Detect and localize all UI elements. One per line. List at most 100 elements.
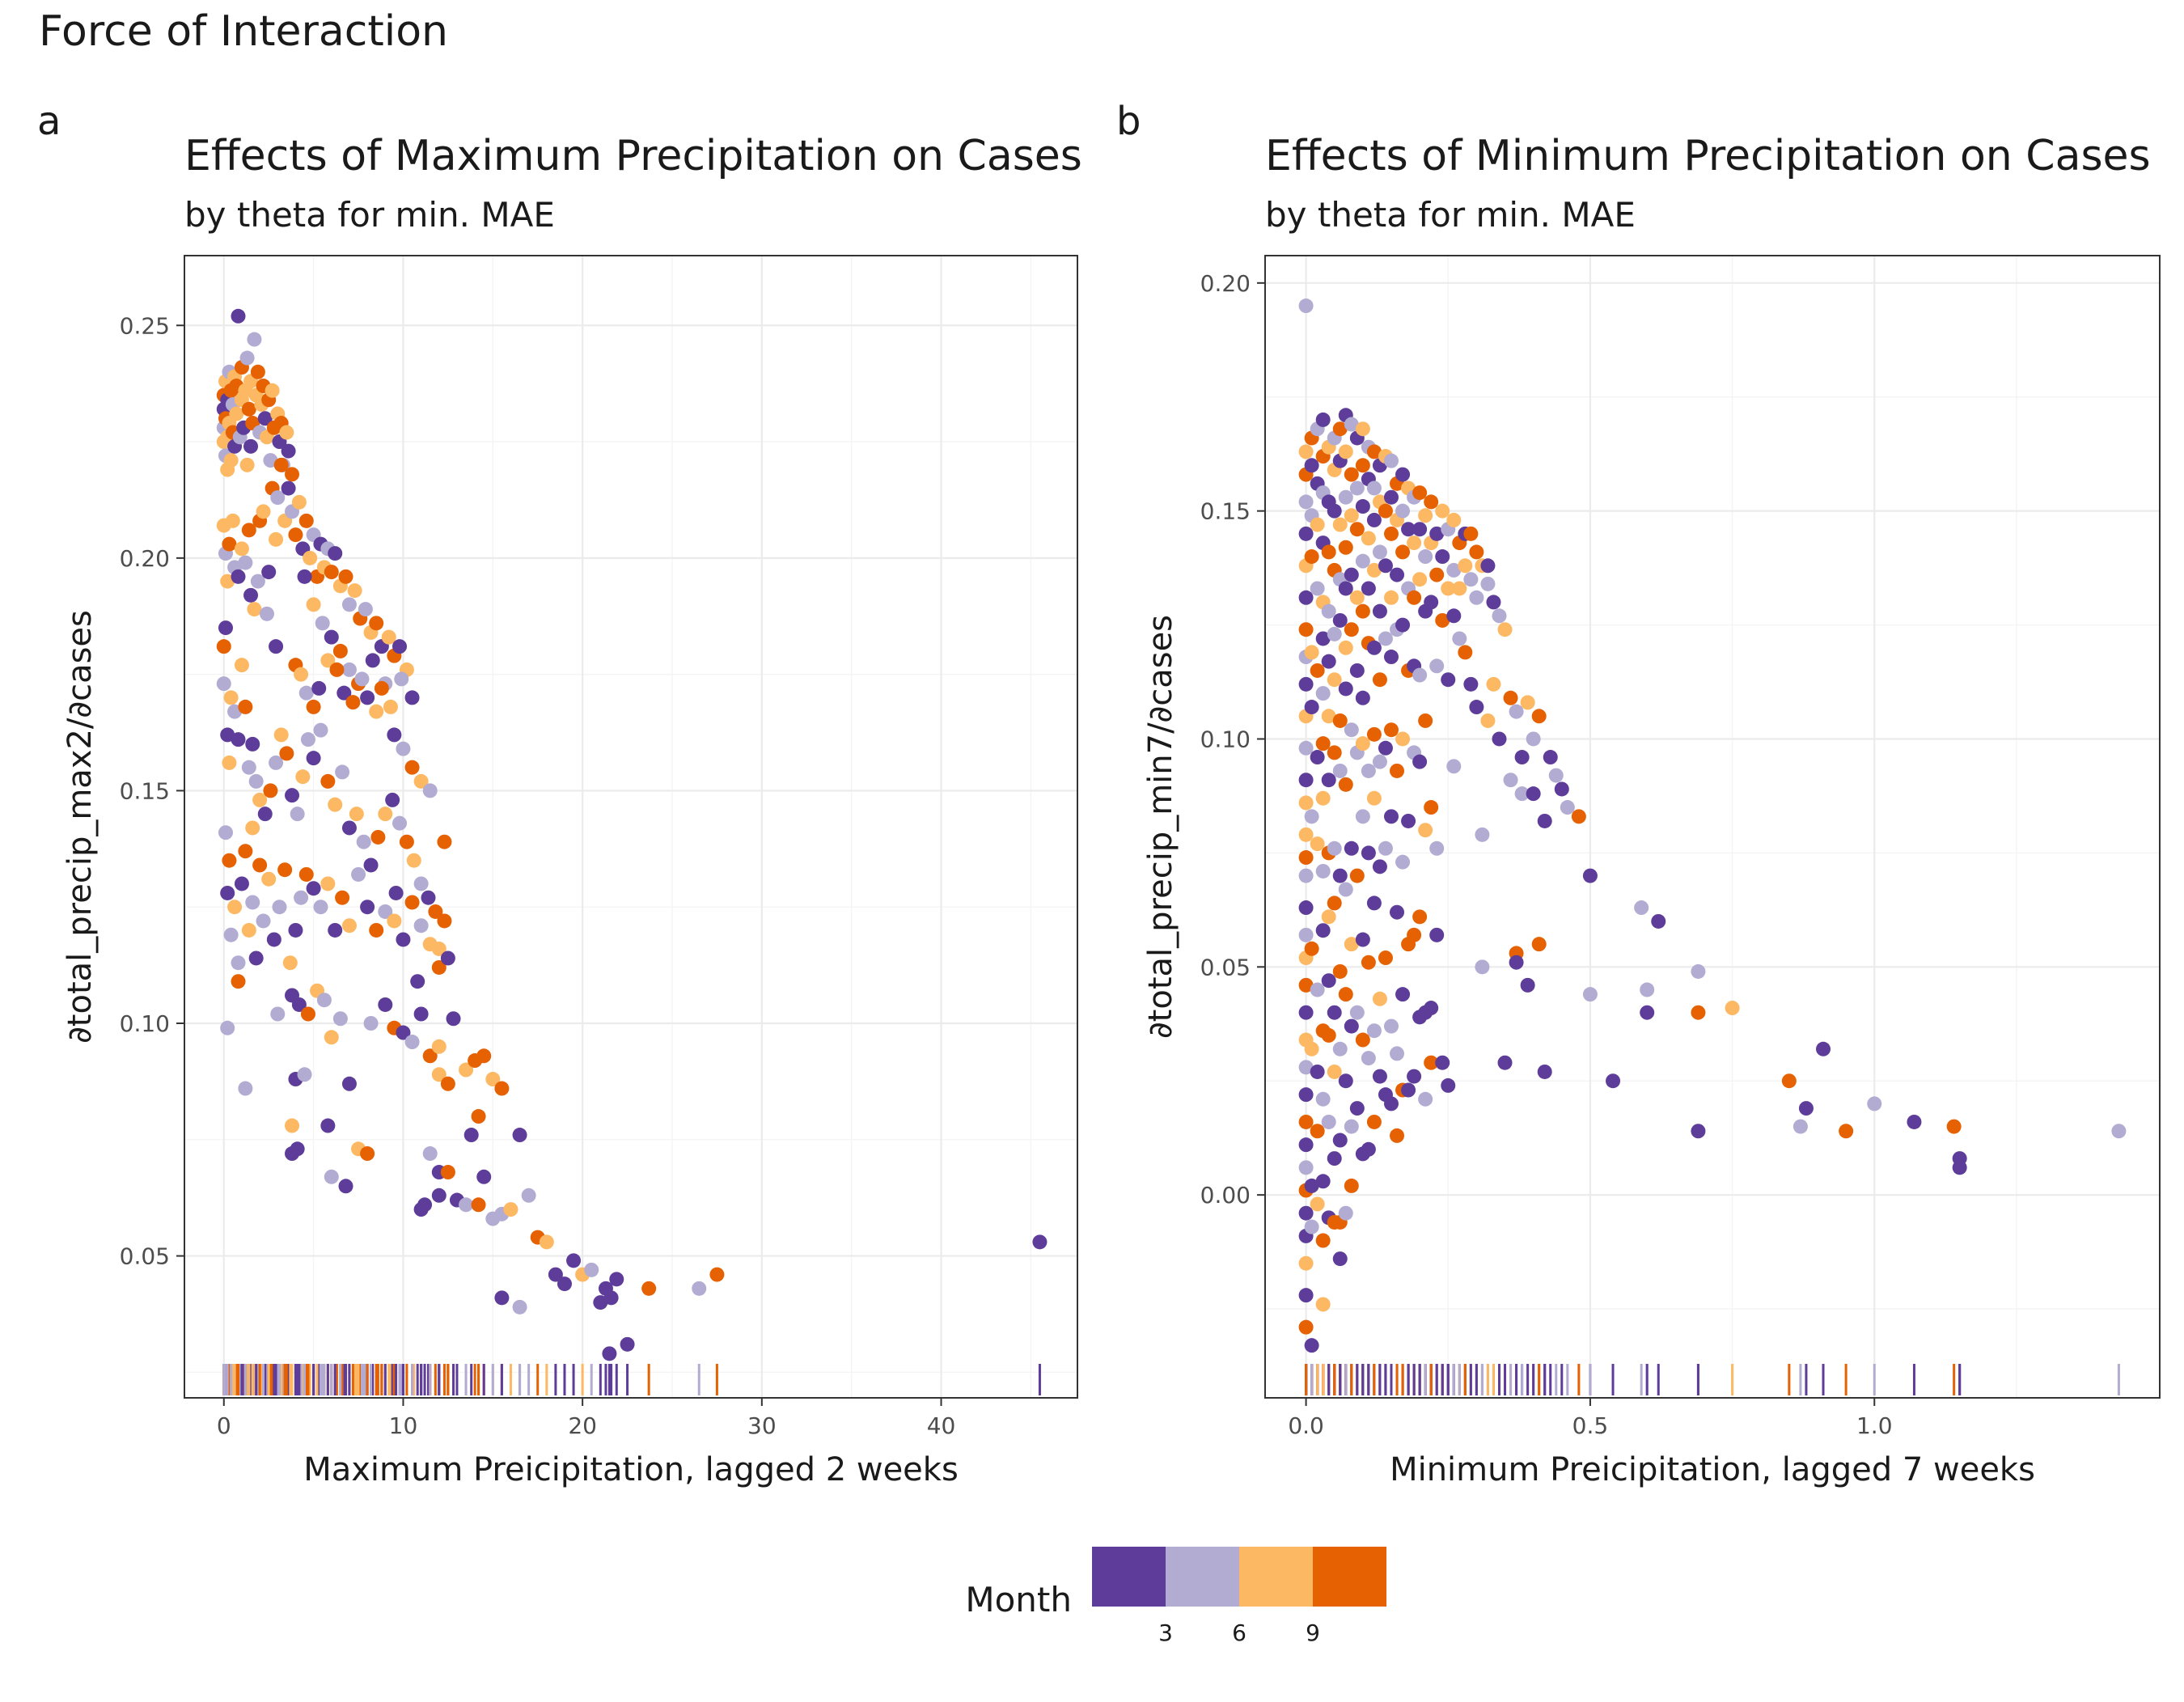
panel-a-data-point [476,1048,492,1064]
panel-b-data-point [1560,800,1575,815]
panel-b-data-point [1407,927,1422,942]
panel-a: a Effects of Maximum Precipitation on Ca… [37,99,1082,1488]
panel-b-data-point [1298,1288,1314,1303]
panel-b-data-point [1952,1160,1967,1175]
panel-b-data-point [1366,640,1382,655]
panel-b-data-point [1390,1046,1405,1061]
panel-a-data-point [385,792,400,807]
panel-b-y-tick-label: 0.10 [1200,726,1251,752]
panel-b-data-point [1372,859,1387,874]
panel-a-points [216,308,1048,1361]
panel-a-data-point [231,569,246,584]
panel-b-x-tick-label: 1.0 [1856,1412,1893,1439]
panel-b-data-point [1520,695,1535,710]
panel-b-data-point [1349,663,1365,678]
panel-a-data-point [440,950,455,966]
panel-b-data-point [1310,1124,1325,1139]
panel-a-data-point [222,853,237,868]
panel-b-data-point [1509,704,1524,719]
panel-a-data-point [365,653,380,668]
panel-b-data-point [1378,840,1393,856]
panel-b-data-point [1327,1064,1342,1079]
panel-b-data-point [1378,631,1393,646]
panel-b-data-point [1338,581,1353,596]
panel-b-data-point [1361,955,1376,970]
panel-a-tag: a [37,99,61,144]
panel-a-data-point [229,406,244,421]
panel-a-data-point [248,773,264,789]
panel-b-data-point [1401,522,1416,537]
panel-b-data-point [1344,1018,1359,1034]
panel-a-data-point [238,555,253,570]
panel-b-data-point [1321,973,1336,989]
panel-b-data-point [1315,736,1331,752]
panel-a-data-point [378,807,393,822]
panel-a-data-point [218,825,233,840]
panel-b-data-point [1412,572,1428,587]
panel-b-data-point [1298,444,1314,459]
panel-a-data-point [234,541,249,557]
panel-b-data-point [1395,503,1411,519]
panel-b-data-point [1298,1255,1314,1271]
panel-b-tag: b [1116,99,1141,144]
panel-b-data-point [1486,595,1501,610]
panel-b-data-point [1372,991,1387,1006]
panel-a-data-point [422,937,438,952]
panel-b-data-point [1383,1018,1399,1034]
panel-b-data-point [1355,736,1370,752]
panel-b-data-point [1429,658,1445,674]
panel-b-data-point [1640,982,1655,997]
panel-b-data-point [1424,800,1439,815]
panel-a-data-point [261,565,277,580]
panel-b-data-point [1424,595,1439,610]
panel-a-data-point [363,1016,379,1031]
panel-b-data-point [1321,544,1336,560]
panel-b-data-point [1401,813,1416,828]
panel-b-data-point [1298,1114,1314,1129]
panel-b-data-point [1383,809,1399,824]
panel-a-data-point [252,792,268,807]
panel-a-data-point [298,685,314,701]
panel-b-data-point [1338,1073,1353,1089]
panel-b-x-tick-label: 0.5 [1572,1412,1609,1439]
panel-a-data-point [338,569,353,584]
panel-b-data-point [1321,1027,1336,1043]
panel-a-data-point [222,755,237,770]
panel-a-data-point [282,955,298,971]
panel-b-data-point [1606,1073,1621,1089]
panel-b-data-point [1321,654,1336,669]
panel-b-data-point [1304,1041,1319,1056]
panel-b-data-point [1321,1114,1336,1129]
panel-b-plot-frame [1264,255,2161,1399]
panel-a-data-point [374,680,389,696]
panel-b-data-point [1429,526,1445,541]
panel-a-data-point [238,699,253,714]
panel-b-data-point [1349,1101,1365,1116]
panel-a-data-point [347,583,362,599]
panel-a-data-point [494,1081,510,1096]
panel-a-x-tick-label: 30 [747,1412,777,1439]
panel-b-data-point [1497,622,1513,637]
panel-b-y-tick-label: 0.05 [1200,954,1251,980]
panel-b-data-point [1355,809,1370,824]
panel-a-data-point [241,760,256,775]
panel-a-data-point [238,1081,253,1096]
panel-b-data-point [1321,603,1336,619]
panel-a-data-point [269,639,284,654]
panel-b-data-point [1446,562,1462,578]
legend-break-label: 9 [1306,1619,1320,1646]
panel-a-data-point [328,797,343,812]
panel-a-data-point [266,932,281,947]
panel-a-data-point [303,550,318,565]
panel-b-data-point [1361,531,1376,546]
panel-a-data-point [392,815,408,831]
panel-b-data-point [1503,690,1518,705]
panel-a-data-point [270,490,286,506]
panel-b-data-point [1332,763,1348,778]
panel-b-data-point [1332,713,1348,728]
panel-a-data-point [261,871,277,887]
panel-b-data-point [1526,731,1541,747]
panel-b-data-point [1441,1078,1456,1093]
panel-b-data-point [1304,941,1319,956]
panel-a-data-point [306,597,321,612]
